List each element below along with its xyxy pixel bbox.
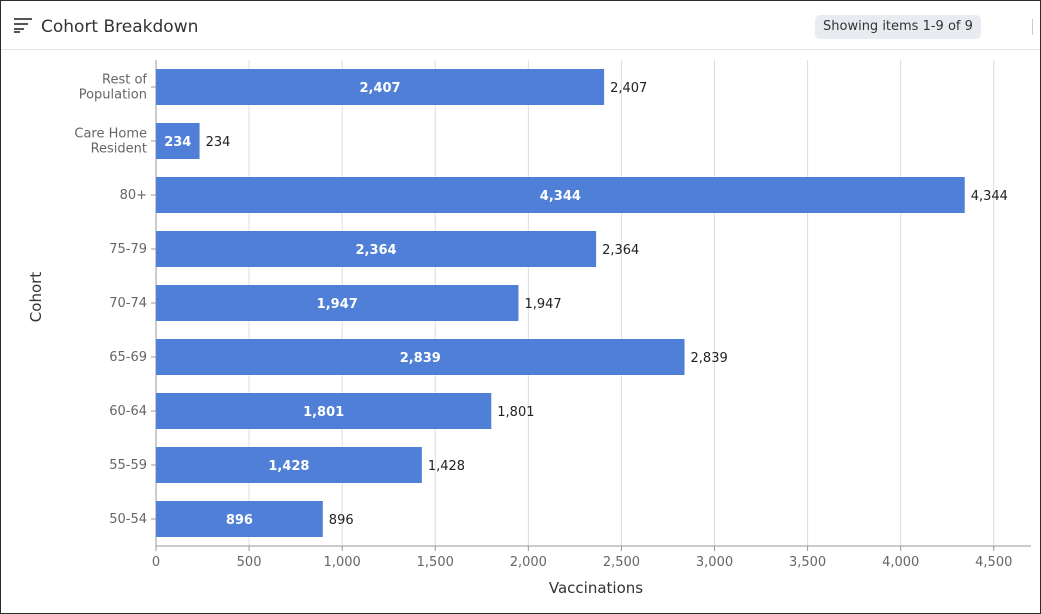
y-tick-label: 55-59 bbox=[109, 458, 147, 473]
bar-value-label-inside: 1,947 bbox=[317, 297, 358, 312]
bar[interactable] bbox=[156, 393, 492, 429]
bar-value-label-outside: 2,839 bbox=[691, 351, 728, 366]
y-tick-label: Rest of Population bbox=[79, 73, 148, 103]
items-count-badge: Showing items 1-9 of 9 bbox=[815, 15, 981, 39]
bar-value-label-inside: 4,344 bbox=[540, 189, 581, 204]
bar-value-label-inside: 1,801 bbox=[303, 405, 344, 420]
x-tick-label: 2,500 bbox=[603, 555, 640, 570]
x-tick-label: 500 bbox=[237, 555, 262, 570]
bar[interactable] bbox=[156, 69, 605, 105]
y-tick-label: 80+ bbox=[120, 188, 147, 203]
x-tick-label: 0 bbox=[152, 555, 160, 570]
bar[interactable] bbox=[156, 339, 685, 375]
bar-value-label-inside: 234 bbox=[164, 135, 191, 150]
bar-value-label-outside: 1,428 bbox=[428, 459, 465, 474]
bar[interactable] bbox=[156, 231, 597, 267]
y-tick-label: 60-64 bbox=[109, 404, 147, 419]
bar[interactable] bbox=[156, 123, 200, 159]
bar[interactable] bbox=[156, 447, 422, 483]
panel-title: Cohort Breakdown bbox=[41, 17, 199, 37]
bar-value-label-outside: 896 bbox=[329, 513, 354, 528]
y-tick-label: 50-54 bbox=[109, 512, 147, 527]
y-tick-label: 75-79 bbox=[109, 242, 147, 257]
bar-value-label-outside: 234 bbox=[206, 135, 231, 150]
x-tick-label: 4,500 bbox=[975, 555, 1012, 570]
header-divider bbox=[1032, 19, 1033, 35]
lines-menu-icon[interactable] bbox=[14, 17, 32, 33]
x-tick-label: 1,000 bbox=[324, 555, 361, 570]
x-tick-label: 3,500 bbox=[789, 555, 826, 570]
bar[interactable] bbox=[156, 177, 965, 213]
bar-value-label-outside: 4,344 bbox=[971, 189, 1008, 204]
y-tick-label: Care Home Resident bbox=[74, 127, 147, 157]
panel-header: Cohort Breakdown Showing items 1-9 of 9 bbox=[1, 1, 1040, 50]
bar-value-label-outside: 1,947 bbox=[524, 297, 561, 312]
bar-value-label-inside: 2,364 bbox=[355, 243, 396, 258]
bar-value-label-inside: 896 bbox=[226, 513, 253, 528]
bar[interactable] bbox=[156, 285, 519, 321]
y-tick-label: 70-74 bbox=[109, 296, 147, 311]
bar-value-label-inside: 2,407 bbox=[359, 81, 400, 96]
x-tick-label: 1,500 bbox=[417, 555, 454, 570]
bar-value-label-outside: 2,364 bbox=[602, 243, 639, 258]
x-axis-title: Vaccinations bbox=[549, 579, 643, 597]
labels: 0 500 1,000 1,500 2,000 2,500 3,000 3,500 4,000 4… bbox=[74, 73, 1012, 571]
bar-value-label-inside: 1,428 bbox=[268, 459, 309, 474]
bar-chart: 0 500 1,000 1,500 2,000 2,500 3,000 3,500 4,000 4… bbox=[27, 60, 1031, 597]
y-tick-label: 65-69 bbox=[109, 350, 147, 365]
x-tick-label: 2,000 bbox=[510, 555, 547, 570]
y-axis-title: Cohort bbox=[27, 272, 45, 323]
bar-value-label-inside: 2,839 bbox=[400, 351, 441, 366]
x-tick-label: 3,000 bbox=[696, 555, 733, 570]
bars bbox=[156, 69, 965, 537]
x-tick-label: 4,000 bbox=[882, 555, 919, 570]
bar-value-label-outside: 1,801 bbox=[497, 405, 534, 420]
bar-value-label-outside: 2,407 bbox=[610, 81, 647, 96]
bar[interactable] bbox=[156, 501, 323, 537]
